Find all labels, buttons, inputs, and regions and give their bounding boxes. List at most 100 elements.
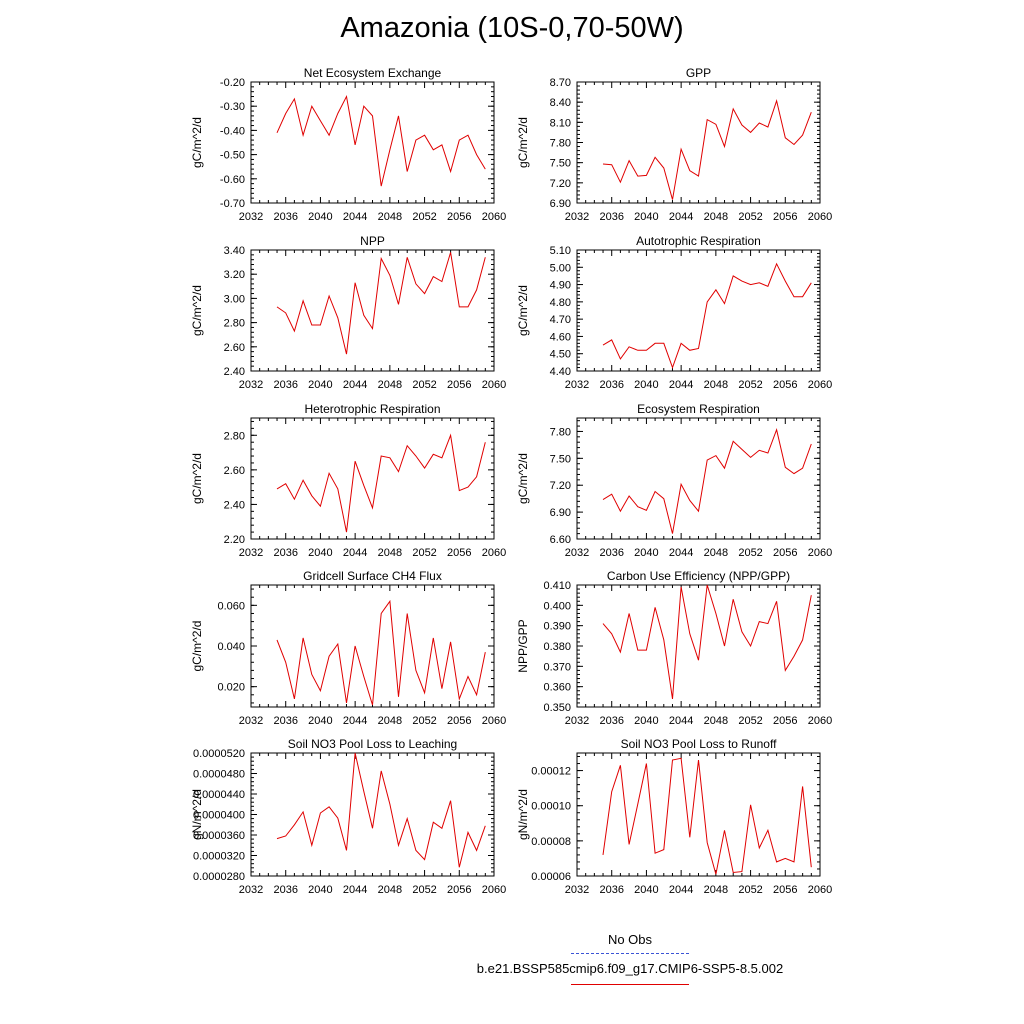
y-tick-label: 0.400 [543,600,571,612]
y-tick-label: 7.80 [550,138,571,150]
x-tick-label: 2060 [482,211,506,223]
panel-title: Ecosystem Respiration [637,402,760,416]
y-tick-label: 0.060 [217,600,245,612]
x-tick-label: 2060 [808,379,832,391]
x-tick-label: 2040 [308,715,332,727]
y-axis-label: gC/m^2/d [190,453,204,504]
x-tick-label: 2048 [378,379,402,391]
series-line [602,98,812,200]
y-tick-label: 0.00012 [531,766,571,778]
x-tick-label: 2040 [634,547,658,559]
y-tick-label: 8.40 [550,97,571,109]
x-tick-label: 2032 [239,884,263,896]
x-tick-label: 2056 [447,715,471,727]
x-tick-label: 2052 [738,715,762,727]
x-tick-label: 2044 [669,211,693,223]
y-axis-label: gC/m^2/d [516,453,530,504]
x-tick-label: 2048 [704,547,728,559]
y-axis-label: gN/m^2/d [190,789,204,840]
y-tick-label: 6.60 [550,534,571,546]
x-tick-label: 2032 [239,379,263,391]
main-title: Amazonia (10S-0,70-50W) [340,12,684,44]
x-tick-label: 2032 [565,211,589,223]
y-tick-label: 2.40 [224,499,245,511]
x-tick-label: 2044 [669,884,693,896]
chart-panel-9: Soil NO3 Pool Loss to Leaching 2032 2036 20… [190,737,506,896]
plot-frame [576,417,821,540]
y-tick-label: 0.390 [543,621,571,633]
y-tick-label: 7.20 [550,178,571,190]
y-tick-label: -0.60 [220,174,245,186]
x-tick-label: 2036 [273,884,297,896]
series-line [276,433,486,533]
plot-frame [250,81,495,204]
chart-panel-7: Gridcell Surface CH4 Flux 2032 2036 2040 204… [190,569,506,727]
y-tick-label: 2.80 [224,430,245,442]
x-tick-label: 2060 [808,547,832,559]
y-tick-label: 7.20 [550,480,571,492]
y-tick-label: 0.0000320 [193,851,245,863]
x-tick-label: 2048 [704,884,728,896]
y-tick-label: 0.020 [217,682,245,694]
x-tick-label: 2056 [447,211,471,223]
y-tick-label: 5.10 [550,245,571,257]
chart-panel-4: Autotrophic Respiration 2032 2036 2040 2044 2… [516,234,832,391]
x-tick-label: 2052 [738,211,762,223]
x-tick-label: 2060 [808,211,832,223]
panel-title: NPP [360,234,385,248]
series-line [602,262,812,369]
panel-title: Carbon Use Efficiency (NPP/GPP) [607,569,790,583]
x-tick-label: 2048 [378,884,402,896]
x-tick-label: 2056 [447,379,471,391]
y-tick-label: 4.70 [550,314,571,326]
x-tick-label: 2036 [599,715,623,727]
y-tick-label: 7.50 [550,453,571,465]
y-tick-label: -0.20 [220,77,245,89]
x-tick-label: 2040 [308,379,332,391]
plot-frame [576,584,821,708]
x-tick-label: 2056 [773,715,797,727]
series-line [276,94,486,187]
x-tick-label: 2036 [599,211,623,223]
y-tick-label: 0.0000400 [193,810,245,822]
y-tick-label: 7.50 [550,158,571,170]
y-tick-label: 6.90 [550,507,571,519]
chart-panel-6: Ecosystem Respiration 2032 2036 2040 2044 204… [516,402,832,559]
x-tick-label: 2044 [669,715,693,727]
x-tick-label: 2052 [738,379,762,391]
x-tick-label: 2048 [704,715,728,727]
y-tick-label: -0.50 [220,150,245,162]
y-tick-label: 3.40 [224,245,245,257]
x-tick-label: 2056 [773,379,797,391]
y-tick-label: 0.410 [543,580,571,592]
chart-panel-2: GPP 2032 2036 2040 2044 2048 2052 2056 2060 6.90 7… [516,66,832,223]
y-tick-label: 0.0000440 [193,789,245,801]
x-tick-label: 2048 [704,211,728,223]
y-tick-label: 4.80 [550,297,571,309]
y-tick-label: 0.0000280 [193,871,245,883]
x-tick-label: 2060 [482,884,506,896]
series-line [602,427,812,534]
x-tick-label: 2060 [808,884,832,896]
legend-case-label: b.e21.BSSP585cmip6.f09_g17.CMIP6-SSP5-8.… [476,961,784,976]
y-tick-label: 8.10 [550,117,571,129]
legend-obs-line [571,953,689,954]
y-tick-label: 0.040 [217,641,245,653]
x-tick-label: 2044 [669,547,693,559]
y-axis-label: gC/m^2/d [190,117,204,168]
y-tick-label: -0.30 [220,101,245,113]
series-line [276,752,486,868]
x-tick-label: 2040 [308,211,332,223]
y-tick-label: 0.360 [543,682,571,694]
y-tick-label: 2.60 [224,465,245,477]
x-tick-label: 2032 [239,211,263,223]
x-tick-label: 2052 [412,715,436,727]
x-tick-label: 2056 [447,547,471,559]
y-tick-label: 3.00 [224,293,245,305]
chart-panel-1: Net Ecosystem Exchange 2032 2036 2040 2044 20… [190,66,506,223]
y-tick-label: -0.70 [220,198,245,210]
x-tick-label: 2060 [482,379,506,391]
panel-title: Soil NO3 Pool Loss to Runoff [621,737,778,751]
plot-frame [576,81,821,204]
